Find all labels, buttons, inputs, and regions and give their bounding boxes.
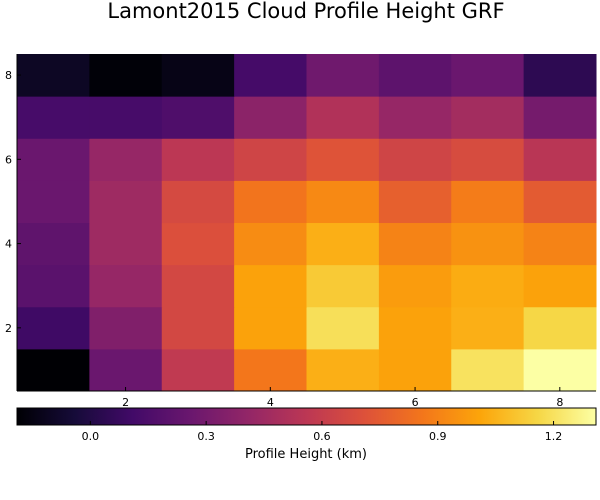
heatmap-cell <box>161 180 235 224</box>
heatmap-cells <box>17 54 597 392</box>
y-axis-ticks: 2 4 6 8 <box>5 69 21 335</box>
heatmap-cell <box>161 348 235 392</box>
heatmap-cell <box>306 138 380 181</box>
heatmap-cell <box>89 138 163 181</box>
heatmap-cell <box>234 54 308 97</box>
colorbar-tick-label: 0.3 <box>197 430 215 443</box>
heatmap-cell <box>523 222 597 266</box>
heatmap-cell <box>378 348 452 392</box>
heatmap-cell <box>523 264 597 308</box>
heatmap-cell <box>451 264 525 308</box>
heatmap-cell <box>161 306 235 350</box>
heatmap-cell <box>523 348 597 392</box>
y-tick-label: 4 <box>5 238 12 251</box>
heatmap-cell <box>378 138 452 181</box>
heatmap-cell <box>451 96 525 139</box>
colorbar <box>16 407 597 426</box>
heatmap-cell <box>451 54 525 97</box>
colorbar-tick-label: 0.0 <box>82 430 100 443</box>
heatmap-cell <box>378 306 452 350</box>
heatmap-cell <box>451 222 525 266</box>
heatmap-cell <box>523 306 597 350</box>
heatmap-cell <box>451 180 525 224</box>
heatmap-cell <box>89 54 163 97</box>
heatmap-cell <box>234 348 308 392</box>
heatmap-cell <box>17 138 90 181</box>
heatmap-cell <box>89 180 163 224</box>
x-axis-ticks: 2 4 6 8 <box>122 387 563 409</box>
x-tick-label: 4 <box>267 396 274 409</box>
heatmap-cell <box>89 348 163 392</box>
heatmap-cell <box>161 54 235 97</box>
heatmap-cell <box>451 138 525 181</box>
heatmap-cell <box>17 306 90 350</box>
heatmap-cell <box>378 180 452 224</box>
heatmap-cell <box>161 96 235 139</box>
x-tick-label: 6 <box>412 396 419 409</box>
heatmap-cell <box>17 222 90 266</box>
heatmap-cell <box>451 306 525 350</box>
heatmap-cell <box>234 138 308 181</box>
heatmap-cell <box>89 306 163 350</box>
heatmap-cell <box>17 264 90 308</box>
heatmap-cell <box>234 306 308 350</box>
x-tick-label: 2 <box>122 396 129 409</box>
y-tick-label: 6 <box>5 153 12 166</box>
heatmap-cell <box>378 222 452 266</box>
colorbar-tick-label: 1.2 <box>545 430 563 443</box>
x-tick-label: 8 <box>556 396 563 409</box>
heatmap-cell <box>161 264 235 308</box>
heatmap-cell <box>17 54 90 97</box>
heatmap-cell <box>89 222 163 266</box>
heatmap-cell <box>306 54 380 97</box>
heatmap-cell <box>378 96 452 139</box>
heatmap-cell <box>306 306 380 350</box>
heatmap-cell <box>451 348 525 392</box>
heatmap-cell <box>378 54 452 97</box>
y-tick-label: 8 <box>5 69 12 82</box>
heatmap-cell <box>161 138 235 181</box>
heatmap-cell <box>17 180 90 224</box>
plot-axes <box>16 54 596 392</box>
heatmap-cell <box>234 180 308 224</box>
colorbar-ticks: 0.0 0.3 0.6 0.9 1.2 <box>82 421 563 443</box>
colorbar-tick-label: 0.9 <box>429 430 447 443</box>
chart-title: Lamont2015 Cloud Profile Height GRF <box>107 0 504 23</box>
heatmap-cell <box>161 222 235 266</box>
heatmap-cell <box>306 96 380 139</box>
heatmap-cell <box>306 180 380 224</box>
heatmap-cell <box>234 264 308 308</box>
heatmap-cell <box>523 180 597 224</box>
heatmap-cell <box>89 264 163 308</box>
colorbar-tick-label: 0.6 <box>313 430 331 443</box>
heatmap-cell <box>89 96 163 139</box>
colorbar-label: Profile Height (km) <box>245 447 367 462</box>
y-tick-label: 2 <box>5 322 12 335</box>
heatmap-cell <box>234 222 308 266</box>
heatmap-cell <box>17 348 90 392</box>
heatmap-cell <box>306 222 380 266</box>
heatmap-cell <box>378 264 452 308</box>
heatmap-cell <box>306 264 380 308</box>
heatmap-cell <box>306 348 380 392</box>
heatmap-cell <box>523 54 597 97</box>
heatmap-cell <box>523 138 597 181</box>
heatmap-cell <box>523 96 597 139</box>
heatmap-cell <box>17 96 90 139</box>
heatmap-cell <box>234 96 308 139</box>
